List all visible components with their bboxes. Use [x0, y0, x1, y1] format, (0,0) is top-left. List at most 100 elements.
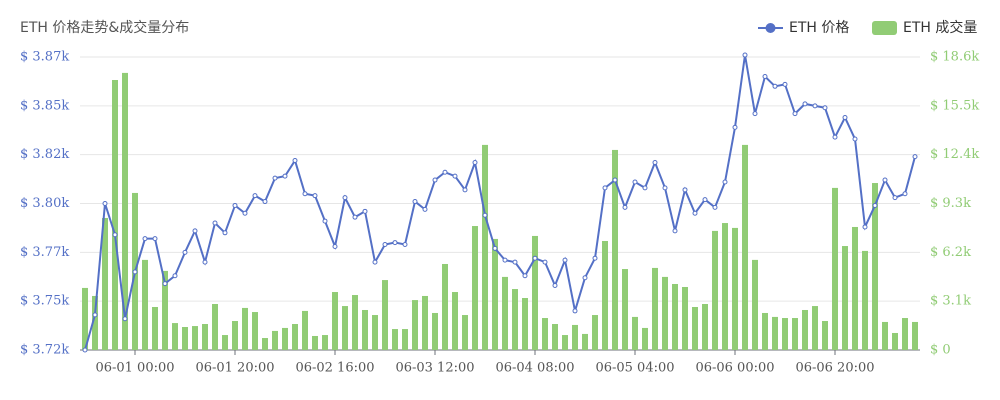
price-point: [812, 103, 818, 109]
price-point: [622, 204, 628, 210]
price-point: [902, 191, 908, 197]
volume-bar: [682, 286, 688, 350]
volume-bar: [452, 292, 458, 350]
price-point: [102, 201, 108, 206]
price-point: [472, 159, 478, 165]
price-point: [322, 218, 328, 224]
legend-label: ETH 成交量: [903, 19, 977, 36]
price-point: [582, 275, 588, 281]
volume-bar: [122, 72, 128, 350]
y-tick-label: $ 3.87k: [20, 50, 69, 65]
volume-bar: [512, 289, 518, 350]
volume-bar: [472, 226, 478, 350]
volume-bar: [422, 295, 428, 350]
volume-bar: [882, 321, 888, 350]
volume-bar: [602, 240, 608, 350]
price-point: [172, 273, 178, 279]
y2-tick-label: $ 6.2k: [930, 245, 971, 260]
volume-bar: [872, 183, 878, 350]
volume-bar: [342, 306, 348, 350]
volume-bar: [802, 309, 808, 350]
volume-bar: [162, 270, 168, 350]
price-point: [112, 232, 118, 238]
volume-bar: [902, 318, 908, 350]
price-point: [892, 195, 898, 201]
volume-bar: [782, 318, 788, 350]
volume-bar: [462, 315, 468, 350]
y-tick-label: $ 3.82k: [20, 147, 69, 162]
price-point: [732, 124, 738, 130]
volume-bar: [252, 312, 258, 350]
x-tick-label: 06-02 16:00: [295, 361, 374, 376]
price-point: [662, 185, 668, 191]
price-point: [132, 269, 138, 275]
price-point: [382, 242, 388, 248]
volume-bar: [202, 324, 208, 350]
volume-bar: [152, 306, 158, 350]
volume-bar: [262, 338, 268, 350]
volume-bar: [542, 318, 548, 350]
price-point: [302, 191, 308, 197]
volume-bar: [92, 295, 98, 350]
price-point: [242, 210, 248, 216]
price-point: [362, 208, 368, 214]
x-tick-label: 06-03 12:00: [395, 361, 474, 376]
price-point: [262, 199, 268, 205]
price-point: [142, 236, 148, 242]
volume-bar: [622, 269, 628, 350]
price-point: [202, 259, 208, 265]
volume-bar: [82, 287, 88, 350]
price-point: [92, 312, 98, 318]
volume-bar: [672, 283, 678, 350]
price-point: [842, 115, 848, 121]
price-point: [282, 173, 288, 179]
volume-bar: [492, 238, 498, 350]
y-tick-label: $ 3.77k: [20, 245, 69, 260]
x-tick-label: 06-04 08:00: [495, 361, 574, 376]
volume-bar: [332, 292, 338, 350]
volume-bar: [822, 321, 828, 350]
price-point: [542, 259, 548, 265]
volume-bar: [282, 327, 288, 350]
y2-tick-label: $ 0: [930, 343, 951, 358]
volume-bar: [112, 79, 118, 350]
price-point: [612, 177, 618, 183]
volume-bar: [692, 306, 698, 350]
price-point: [492, 245, 498, 251]
price-point: [152, 236, 158, 242]
volume-bar: [442, 263, 448, 350]
volume-bar: [432, 312, 438, 350]
price-point: [182, 249, 188, 255]
volume-bar: [652, 267, 658, 350]
volume-bar: [792, 318, 798, 350]
volume-bar: [912, 321, 918, 350]
volume-bar: [142, 259, 148, 350]
volume-bar: [562, 335, 568, 350]
price-point: [432, 177, 438, 183]
price-point: [342, 195, 348, 201]
y-tick-label: $ 3.72k: [20, 343, 69, 358]
price-point: [502, 257, 508, 263]
volume-bar: [382, 280, 388, 350]
price-point: [692, 210, 698, 216]
price-point: [412, 199, 418, 205]
price-point: [222, 230, 228, 236]
price-point: [672, 228, 678, 234]
price-point: [632, 179, 638, 185]
price-point: [802, 101, 808, 107]
volume-bar: [612, 149, 618, 350]
price-point: [772, 83, 778, 89]
price-point: [372, 259, 378, 265]
price-point: [862, 224, 868, 230]
volume-bar: [832, 187, 838, 350]
volume-bar: [582, 333, 588, 350]
volume-bar: [182, 327, 188, 350]
y2-tick-label: $ 9.3k: [930, 196, 971, 211]
x-tick-label: 06-01 20:00: [195, 361, 274, 376]
volume-bar: [232, 321, 238, 350]
volume-bar: [642, 327, 648, 350]
price-point: [462, 187, 468, 193]
price-point: [792, 111, 798, 117]
x-tick-label: 06-01 00:00: [95, 361, 174, 376]
